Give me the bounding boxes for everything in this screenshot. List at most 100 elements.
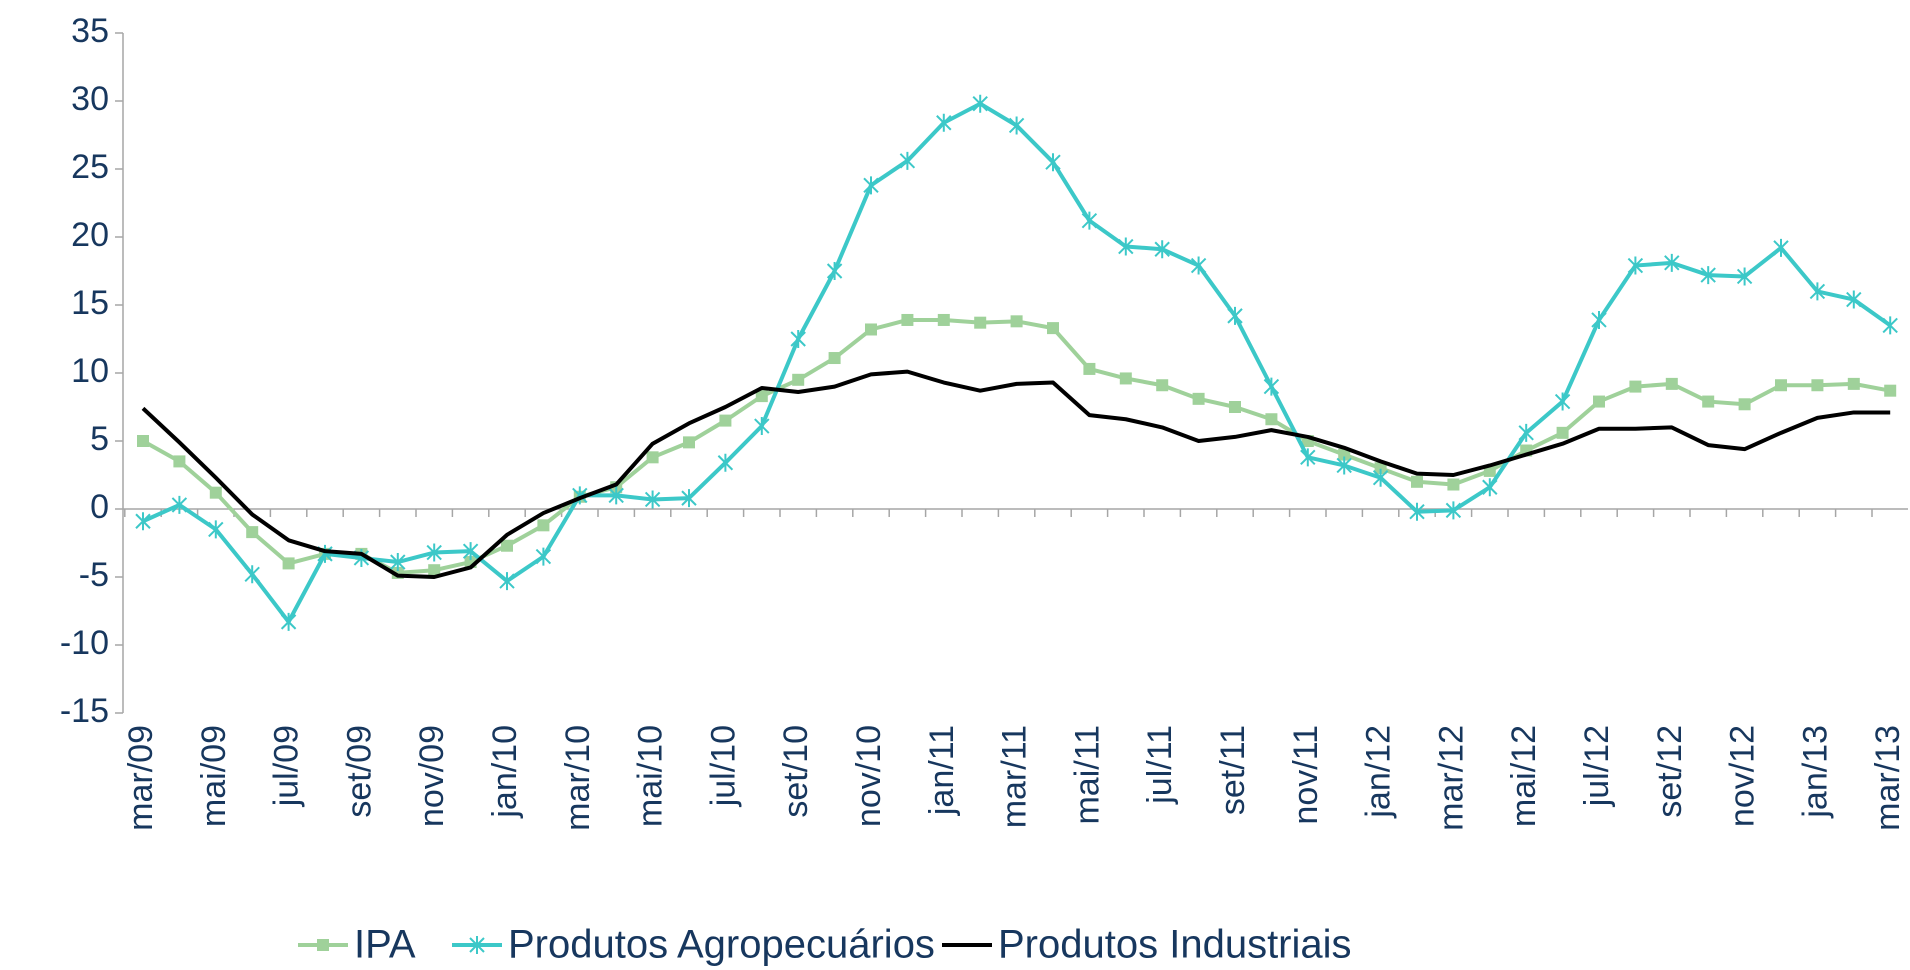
marker bbox=[135, 512, 151, 531]
marker bbox=[1846, 290, 1862, 309]
x-tick-label: nov/10 bbox=[850, 725, 888, 827]
y-tick-label: 35 bbox=[71, 12, 109, 50]
marker bbox=[826, 262, 843, 280]
marker bbox=[280, 612, 297, 631]
y-tick-label: -5 bbox=[79, 556, 109, 594]
marker-stroke bbox=[1700, 266, 1716, 285]
marker bbox=[1593, 395, 1605, 408]
y-tick-label: 25 bbox=[71, 148, 109, 186]
marker bbox=[1336, 456, 1352, 475]
marker-stroke bbox=[1227, 306, 1243, 325]
x-tick-label: mar/10 bbox=[559, 725, 597, 831]
marker bbox=[499, 572, 515, 591]
x-tick-label: mar/12 bbox=[1432, 725, 1470, 831]
marker bbox=[1775, 379, 1787, 392]
legend-label: Produtos Industriais bbox=[998, 923, 1352, 967]
marker bbox=[972, 94, 988, 113]
marker bbox=[644, 490, 661, 509]
marker bbox=[1372, 468, 1389, 487]
marker-stroke bbox=[899, 151, 916, 170]
y-tick-label: 20 bbox=[71, 216, 109, 254]
y-tick-label: 10 bbox=[71, 352, 109, 390]
marker bbox=[1045, 153, 1061, 172]
marker bbox=[1263, 377, 1280, 396]
marker bbox=[865, 323, 877, 336]
marker bbox=[863, 176, 879, 195]
marker-stroke bbox=[863, 176, 879, 195]
marker bbox=[1227, 306, 1243, 325]
marker bbox=[1374, 462, 1387, 475]
y-tick-label: -10 bbox=[60, 624, 109, 662]
marker bbox=[317, 939, 329, 951]
marker bbox=[1554, 392, 1571, 411]
marker bbox=[173, 455, 186, 468]
x-tick-label: mai/12 bbox=[1505, 725, 1543, 827]
marker bbox=[1411, 475, 1423, 488]
marker-stroke bbox=[972, 94, 988, 113]
marker bbox=[1409, 502, 1425, 521]
x-tick-label: mar/13 bbox=[1869, 725, 1907, 831]
marker-stroke bbox=[1591, 310, 1607, 329]
marker bbox=[1736, 267, 1753, 286]
marker-stroke bbox=[1482, 478, 1498, 497]
x-tick-label: nov/11 bbox=[1287, 725, 1325, 825]
marker bbox=[282, 557, 295, 570]
x-tick-label: mar/09 bbox=[122, 725, 160, 831]
marker bbox=[1338, 448, 1351, 461]
marker bbox=[462, 542, 479, 561]
marker bbox=[1447, 478, 1460, 491]
marker bbox=[1811, 379, 1824, 392]
marker bbox=[1300, 448, 1316, 467]
marker-stroke bbox=[280, 612, 297, 631]
x-tick-label: jul/10 bbox=[704, 725, 742, 807]
legend-label: IPA bbox=[354, 923, 416, 967]
marker bbox=[755, 390, 768, 403]
x-tick-label: jan/10 bbox=[486, 725, 524, 819]
marker-stroke bbox=[1846, 290, 1862, 309]
marker-stroke bbox=[244, 565, 260, 584]
x-tick-label: mai/11 bbox=[1068, 725, 1106, 825]
marker-stroke bbox=[469, 936, 485, 954]
marker-stroke bbox=[1081, 211, 1098, 230]
marker bbox=[1518, 423, 1534, 442]
x-tick-label: set/11 bbox=[1214, 725, 1252, 815]
marker bbox=[1627, 256, 1644, 275]
marker bbox=[171, 495, 188, 514]
marker bbox=[209, 486, 222, 499]
marker-stroke bbox=[535, 547, 552, 566]
marker-stroke bbox=[1518, 423, 1534, 442]
marker bbox=[1047, 322, 1059, 335]
marker bbox=[937, 313, 950, 326]
legend-label: Produtos Agropecuários bbox=[508, 923, 935, 967]
marker bbox=[646, 451, 659, 464]
marker bbox=[792, 373, 805, 386]
marker bbox=[1738, 398, 1751, 411]
x-tick-label: mai/09 bbox=[195, 725, 233, 827]
marker-stroke bbox=[390, 553, 406, 572]
marker bbox=[754, 417, 770, 436]
marker-stroke bbox=[1809, 282, 1826, 301]
marker-stroke bbox=[790, 330, 806, 348]
marker bbox=[501, 539, 513, 552]
marker bbox=[1665, 377, 1678, 390]
marker-stroke bbox=[1336, 456, 1352, 475]
marker-stroke bbox=[1445, 501, 1462, 520]
marker-stroke bbox=[1773, 238, 1789, 257]
marker-stroke bbox=[1300, 448, 1316, 467]
marker bbox=[1265, 413, 1278, 426]
marker-stroke bbox=[608, 486, 624, 505]
marker bbox=[244, 565, 260, 584]
marker-stroke bbox=[644, 490, 661, 509]
marker-stroke bbox=[1045, 153, 1061, 172]
marker-stroke bbox=[1554, 392, 1571, 411]
marker-stroke bbox=[1154, 240, 1170, 259]
marker bbox=[390, 553, 406, 572]
x-tick-label: jan/12 bbox=[1360, 725, 1398, 819]
marker bbox=[1773, 238, 1789, 257]
marker bbox=[1156, 379, 1169, 392]
marker-stroke bbox=[754, 417, 770, 436]
marker-stroke bbox=[1664, 253, 1680, 272]
series-line bbox=[141, 369, 1891, 579]
x-tick-label: jan/11 bbox=[923, 725, 961, 816]
